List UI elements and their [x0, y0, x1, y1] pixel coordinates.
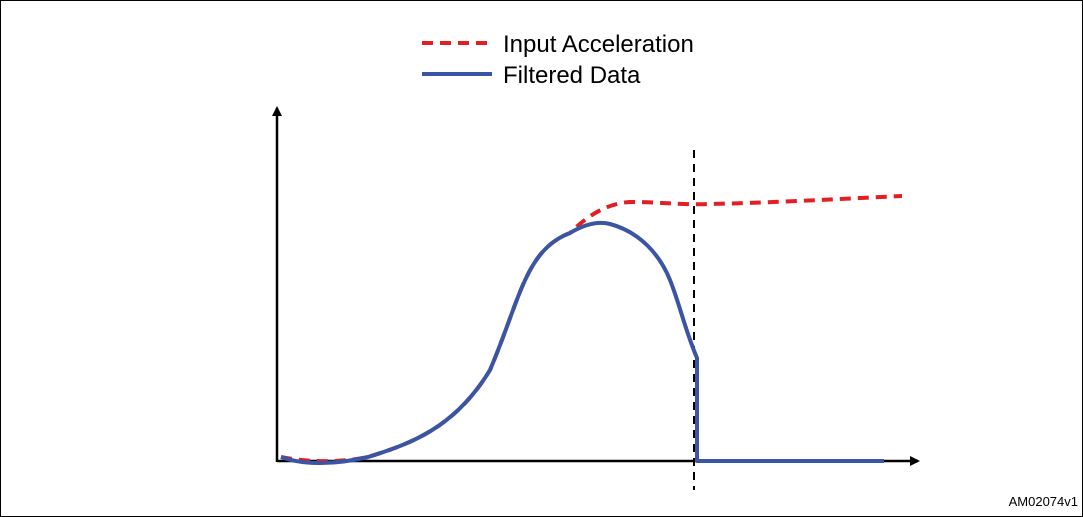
legend-filtered-label: Filtered Data: [503, 62, 641, 89]
figure-id: AM02074v1: [1009, 494, 1078, 509]
axes: [272, 106, 920, 466]
input-acceleration-curve: [280, 194, 903, 464]
filtered-data-curve: [280, 220, 884, 465]
legend-input-label: Input Acceleration: [503, 31, 694, 58]
legend: Input Acceleration Filtered Data: [422, 31, 694, 89]
